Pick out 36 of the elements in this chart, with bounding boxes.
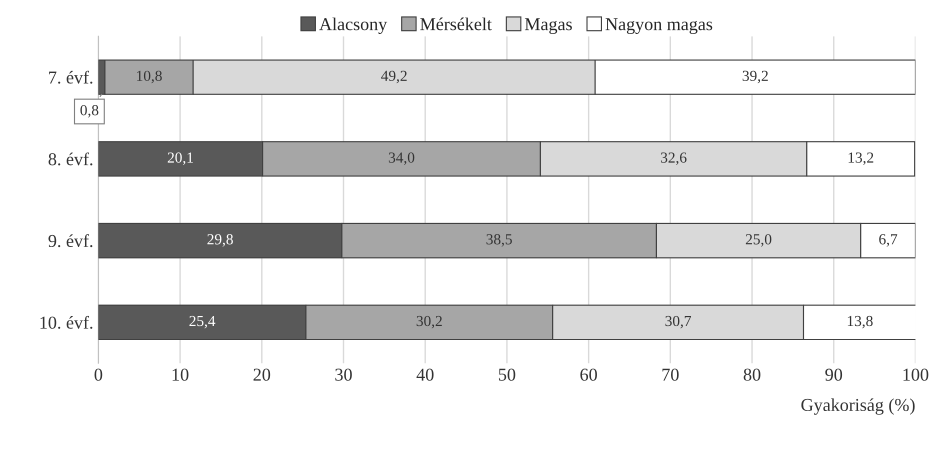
x-tick-label: 100 — [903, 368, 928, 381]
data-label: 25,4 — [189, 316, 216, 328]
legend-label: Alacsony — [319, 18, 388, 34]
y-tick-label: 8. évf. — [48, 152, 92, 166]
x-tick-label: 50 — [498, 368, 516, 381]
data-label: 20,1 — [168, 152, 193, 165]
data-label: 13,8 — [848, 316, 873, 328]
x-tick-label: 30 — [335, 368, 352, 381]
y-tick-label: 7. évf. — [49, 70, 92, 84]
data-label: 34,0 — [388, 152, 414, 165]
x-axis-title: Gyakoriság (%) — [801, 398, 915, 415]
data-label: 39,2 — [742, 70, 768, 84]
data-label: 29,8 — [207, 234, 233, 247]
data-label: 25,0 — [746, 234, 772, 247]
y-tick-label: 9. évf. — [48, 234, 92, 248]
x-tick-label: 90 — [825, 368, 842, 381]
x-tick-label: 10 — [172, 368, 188, 381]
x-tick-label: 40 — [416, 368, 434, 381]
data-label: 49,2 — [381, 70, 407, 84]
x-tick-label: 70 — [662, 368, 679, 381]
x-tick-label: 60 — [580, 368, 597, 381]
data-label: 30,2 — [416, 316, 442, 328]
data-label: 0,8 — [80, 105, 98, 118]
x-tick-label: 20 — [254, 368, 270, 381]
data-label: 10,8 — [137, 70, 162, 84]
data-label: 13,2 — [848, 152, 874, 165]
legend-label: Nagyon magas — [606, 18, 712, 34]
x-tick-label: 80 — [744, 368, 760, 381]
x-tick-label: 0 — [94, 368, 102, 381]
y-tick-label: 10. évf. — [40, 316, 92, 329]
data-label: 30,7 — [665, 316, 692, 328]
data-label: 38,5 — [486, 234, 512, 247]
legend-label: Mérsékelt — [420, 18, 492, 30]
data-label: 6,7 — [879, 234, 898, 247]
legend-label: Magas — [524, 18, 572, 34]
data-label: 32,6 — [660, 152, 687, 165]
